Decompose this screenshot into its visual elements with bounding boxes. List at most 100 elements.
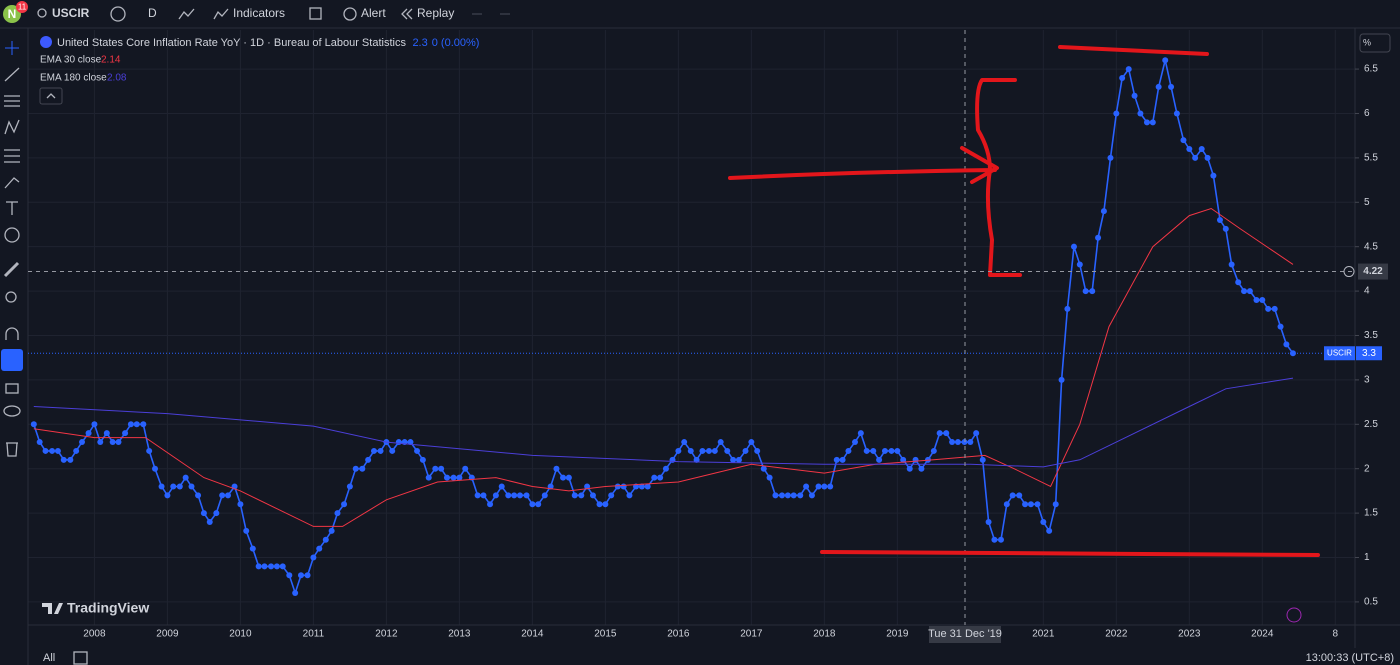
data-point [492, 492, 499, 499]
badge [16, 1, 28, 13]
x-tick-label: 2016 [667, 629, 690, 640]
data-point [1095, 234, 1102, 241]
data-point [876, 456, 883, 463]
brush-tool[interactable] [4, 177, 20, 189]
data-point [200, 510, 207, 517]
data-point [1241, 288, 1248, 295]
data-point [1052, 501, 1059, 508]
data-point [839, 456, 846, 463]
data-point [596, 501, 603, 508]
icon-tool[interactable] [4, 227, 20, 243]
interval[interactable]: D [148, 6, 157, 20]
y-tick-label: 1 [1364, 552, 1370, 563]
x-tick-label: 2022 [1105, 629, 1128, 640]
hide-tool[interactable] [3, 405, 21, 417]
range-all[interactable]: All [43, 652, 55, 664]
y-tick-label: 2 [1364, 463, 1370, 474]
data-point [772, 492, 779, 499]
data-point [346, 483, 353, 490]
data-point [188, 483, 195, 490]
layouts-icon[interactable] [309, 7, 322, 20]
data-point [523, 492, 530, 499]
pattern-tool[interactable] [4, 119, 20, 135]
magnet-tool[interactable] [5, 327, 19, 340]
data-point [821, 483, 828, 490]
crosshair-date: Tue 31 Dec '19 [928, 628, 1002, 640]
data-point [176, 483, 183, 490]
stay-drawing-tool[interactable] [1, 349, 23, 371]
x-tick-label: 2019 [886, 629, 909, 640]
avatar-letter: N [8, 7, 17, 21]
data-point [1143, 119, 1150, 126]
lightning-icon[interactable] [1286, 607, 1302, 623]
unit-box[interactable] [1359, 33, 1391, 53]
data-point [1027, 501, 1034, 508]
x-tick-label: 2023 [1178, 629, 1201, 640]
flag-icon [40, 36, 52, 48]
replay[interactable]: Replay [417, 6, 454, 20]
data-point [511, 492, 518, 499]
x-tick-label: 2021 [1032, 629, 1055, 640]
data-point [535, 501, 542, 508]
badge-count: 11 [18, 3, 27, 12]
data-point [1210, 172, 1217, 179]
data-point [237, 501, 244, 508]
data-point [888, 447, 895, 454]
trend-line-tool[interactable] [4, 67, 20, 82]
lock-tool[interactable] [5, 383, 19, 394]
legend-collapse[interactable] [39, 87, 63, 105]
data-point [584, 483, 591, 490]
alert[interactable]: Alert [361, 6, 386, 20]
data-point [626, 492, 633, 499]
crosshair-add-icon[interactable] [1343, 266, 1355, 278]
data-point [547, 483, 554, 490]
crosshair-price-box [1358, 263, 1388, 280]
data-point [918, 465, 925, 472]
avatar[interactable] [3, 5, 21, 23]
data-point [36, 439, 43, 446]
data-point [146, 447, 153, 454]
forecast-tool[interactable] [4, 149, 20, 163]
fib-tool[interactable] [4, 95, 20, 107]
data-point [754, 447, 761, 454]
data-point [414, 447, 421, 454]
data-point [949, 439, 956, 446]
data-point [182, 474, 189, 481]
data-point [1289, 350, 1296, 357]
data-point [1016, 492, 1023, 499]
data-point [91, 421, 98, 428]
data-point [1173, 110, 1180, 117]
calendar-icon[interactable] [73, 651, 88, 665]
watermark: TradingView [67, 600, 149, 616]
data-point [852, 439, 859, 446]
data-point [967, 439, 974, 446]
search-icon [37, 8, 47, 18]
chart-type-icon[interactable] [178, 8, 195, 20]
data-point [1271, 305, 1278, 312]
data-point [443, 474, 450, 481]
add-symbol[interactable] [110, 6, 126, 22]
crosshair-tool[interactable] [5, 41, 19, 55]
annotation-bracket [975, 78, 1022, 277]
data-point [1155, 83, 1162, 90]
text-tool[interactable] [6, 201, 18, 215]
data-point [1125, 66, 1132, 73]
data-point [1149, 119, 1156, 126]
indicators[interactable]: Indicators [233, 6, 285, 20]
remove-tool[interactable] [6, 442, 18, 457]
data-point [1034, 501, 1041, 508]
data-point [1113, 110, 1120, 117]
measure-tool[interactable] [3, 261, 20, 278]
data-point [487, 501, 494, 508]
legend-last: 2.3 [412, 37, 427, 49]
legend-change: 0 (0.00%) [432, 37, 480, 49]
data-point [1064, 305, 1071, 312]
zoom-tool[interactable] [5, 291, 17, 303]
indicators-icon [213, 8, 229, 20]
data-point [1058, 376, 1065, 383]
data-point [1089, 288, 1096, 295]
legend-ema30-value: 2.14 [101, 55, 121, 66]
data-point [1253, 296, 1260, 303]
symbol[interactable]: USCIR [52, 6, 90, 20]
data-point [784, 492, 791, 499]
